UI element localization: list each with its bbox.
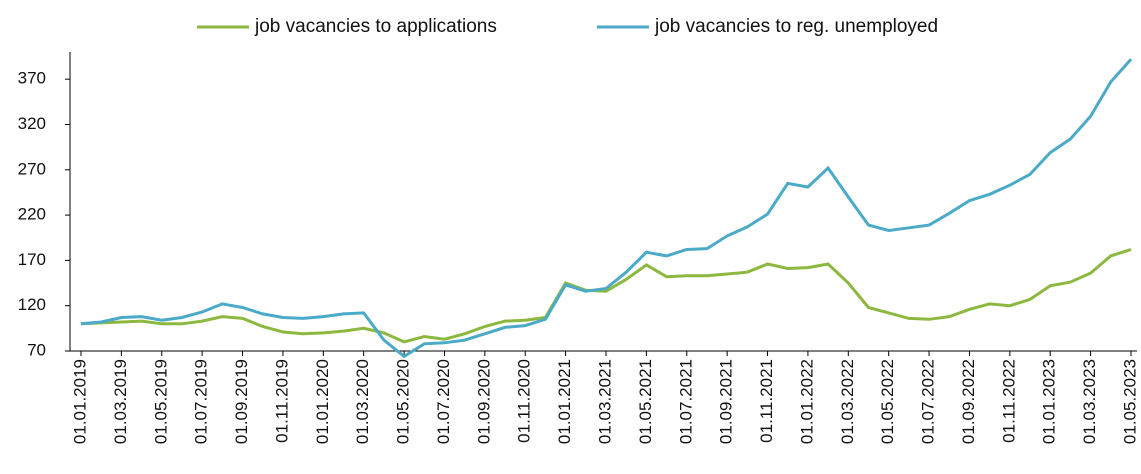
line-series — [80, 248, 1132, 344]
x-tick-label: 01.07.2022 — [919, 359, 938, 444]
x-tick-label: 01.07.2019 — [192, 359, 211, 444]
x-tick-label: 01.09.2020 — [474, 359, 493, 444]
x-tick-label: 01.09.2021 — [717, 359, 736, 444]
x-tick-label: 01.01.2023 — [1040, 359, 1059, 444]
y-tick-label: 170 — [18, 250, 46, 269]
x-tick-label: 01.05.2020 — [394, 359, 413, 444]
x-tick-label: 01.01.2020 — [313, 359, 332, 444]
x-tick-label: 01.07.2021 — [676, 359, 695, 444]
x-tick-label: 01.01.2019 — [70, 359, 89, 444]
line-series — [80, 58, 1133, 359]
x-tick-label: 01.11.2021 — [757, 359, 776, 443]
x-tick-label: 01.09.2019 — [232, 359, 251, 444]
x-tick-label: 01.03.2023 — [1080, 359, 1099, 444]
y-tick-label: 270 — [18, 159, 46, 178]
x-tick-label: 01.03.2019 — [111, 359, 130, 444]
y-tick-label: 320 — [18, 114, 46, 133]
x-tick-label: 01.09.2022 — [959, 359, 978, 444]
y-tick-label: 120 — [18, 295, 46, 314]
x-tick-label: 01.01.2022 — [797, 359, 816, 444]
y-tick-label: 370 — [18, 69, 46, 88]
x-tick-label: 01.03.2021 — [595, 359, 614, 444]
x-tick-label: 01.07.2020 — [434, 359, 453, 444]
x-tick-label: 01.05.2023 — [1120, 359, 1139, 444]
legend-label: job vacancies to reg. unemployed — [654, 16, 938, 37]
x-tick-label: 01.03.2022 — [838, 359, 857, 444]
x-tick-label: 01.05.2019 — [151, 359, 170, 444]
x-tick-label: 01.05.2022 — [878, 359, 897, 444]
x-tick-label: 01.01.2021 — [555, 359, 574, 444]
x-tick-label: 01.03.2020 — [353, 359, 372, 444]
x-tick-label: 01.11.2022 — [999, 359, 1018, 443]
y-tick-label: 220 — [18, 205, 46, 224]
legend-label: job vacancies to applications — [254, 16, 497, 37]
x-tick-label: 01.11.2019 — [272, 359, 291, 443]
x-tick-label: 01.11.2020 — [515, 359, 534, 443]
x-tick-label: 01.05.2021 — [636, 359, 655, 444]
y-tick-label: 70 — [27, 340, 46, 359]
